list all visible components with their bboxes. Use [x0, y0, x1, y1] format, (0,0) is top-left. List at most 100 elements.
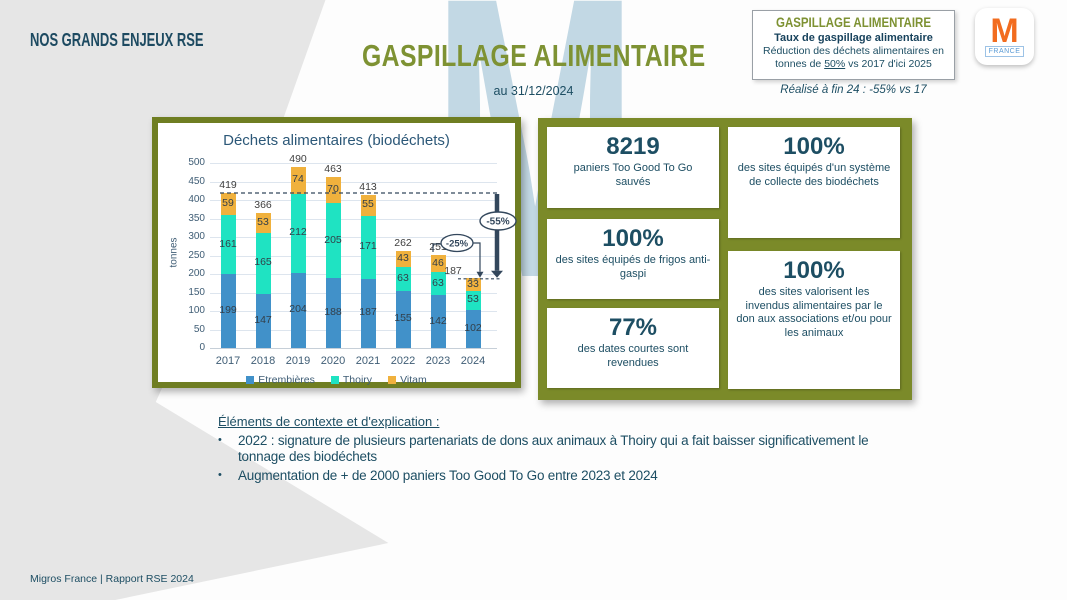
legend-item-Etrembières: Etrembières — [246, 374, 315, 386]
x-tick-2024: 2024 — [460, 355, 486, 367]
kpi-label: des dates courtes sont revendues — [577, 343, 689, 369]
target-box-title: GASPILLAGE ALIMENTAIRE — [776, 14, 931, 30]
bar-segment-Vitam-2024 — [465, 278, 481, 291]
bar-value: 171 — [359, 240, 377, 253]
bar-total: 490 — [289, 152, 307, 165]
legend-item-Thoiry: Thoiry — [330, 374, 373, 386]
target-box-description: Réduction des déchets alimentaires en to… — [753, 45, 954, 71]
kpi-too-good-to-go: 8219 paniers Too Good To Go sauvés — [547, 127, 719, 208]
bullet-dot: • — [218, 434, 222, 446]
y-tick-450: 450 — [188, 175, 205, 187]
bar-value: 205 — [324, 233, 342, 246]
kpi-label: des sites équipés d'un système de collec… — [737, 162, 891, 188]
kpi-value: 100% — [783, 257, 845, 284]
kpi-label: des sites équipés de frigos anti-gaspi — [555, 254, 711, 280]
gridline-400 — [210, 200, 497, 201]
bar-value: 43 — [397, 252, 409, 265]
bar-value: 199 — [219, 304, 237, 317]
kpi-value: 100% — [602, 225, 664, 252]
bar-segment-Vitam-2023 — [430, 255, 446, 273]
y-tick-300: 300 — [188, 231, 205, 242]
x-tick-2019: 2019 — [285, 355, 311, 367]
bar-value: 147 — [254, 313, 272, 326]
legend-item-Vitam: Vitam — [388, 374, 427, 386]
bar-segment-Thoiry-2024 — [465, 290, 481, 311]
bar-value: 142 — [429, 314, 447, 327]
gridline-200 — [210, 274, 497, 275]
context-bullet-text: 2022 : signature de plusieurs partenaria… — [238, 433, 869, 465]
bar-segment-Thoiry-2018 — [255, 232, 271, 294]
small-arrow-line — [472, 242, 481, 272]
bar-total: 187 — [444, 264, 462, 277]
chart-legend: Etrembières Thoiry Vitam — [158, 374, 515, 386]
bar-total: 262 — [394, 237, 412, 250]
context-bullet: • 2022 : signature de plusieurs partenari… — [218, 433, 893, 465]
x-tick-2021: 2021 — [355, 355, 381, 367]
kpi-frigos-anti-gaspi: 100% des sites équipés de frigos anti-ga… — [547, 219, 719, 299]
footer-text: Migros France | Rapport RSE 2024 — [30, 573, 194, 585]
bar-value: 155 — [394, 312, 412, 325]
target-box-subtitle: Taux de gaspillage alimentaire — [774, 32, 933, 44]
bar-segment-Etrembières-2021 — [360, 278, 376, 348]
bar-total: 463 — [324, 162, 342, 175]
kpi-valorisation-invendus: 100% des sites valorisent les invendus a… — [728, 251, 900, 389]
legend-label: Vitam — [400, 374, 427, 386]
bar-segment-Etrembières-2022 — [395, 290, 411, 348]
x-tick-2018: 2018 — [250, 355, 276, 367]
gridline-150 — [210, 292, 497, 294]
bar-segment-Thoiry-2017 — [220, 214, 236, 275]
target-objective-box: GASPILLAGE ALIMENTAIRE Taux de gaspillag… — [752, 10, 955, 80]
gridline-300 — [210, 237, 497, 238]
y-tick-250: 250 — [188, 249, 205, 261]
biowaste-bar-chart: Déchets alimentaires (biodéchets) tonnes… — [152, 117, 521, 388]
bar-value: 53 — [257, 215, 269, 228]
bar-total: 413 — [359, 181, 377, 194]
bar-segment-Vitam-2021 — [360, 195, 376, 216]
x-tick-2020: 2020 — [320, 355, 346, 367]
gridline-50 — [210, 329, 497, 331]
context-bullet-list: • 2022 : signature de plusieurs partenari… — [218, 433, 893, 485]
bar-segment-Etrembières-2017 — [220, 274, 236, 348]
y-tick-50: 50 — [193, 323, 205, 335]
legend-swatch-icon — [388, 376, 397, 384]
achieved-status-text: Réalisé à fin 24 : -55% vs 17 — [780, 84, 927, 96]
legend-swatch-icon — [246, 376, 255, 384]
bar-segment-Thoiry-2020 — [325, 202, 341, 279]
bar-value: 59 — [222, 196, 234, 209]
kpi-value: 100% — [783, 133, 845, 160]
logo-country-label: FRANCE — [984, 46, 1025, 57]
kpi-dates-courtes: 77% des dates courtes sont revendues — [547, 308, 719, 388]
bar-segment-Etrembières-2023 — [430, 295, 446, 348]
context-bullet: • Augmentation de + de 2000 paniers Too G… — [218, 468, 893, 484]
as-of-date: au 31/12/2024 — [493, 84, 574, 98]
big-drop-badge — [479, 211, 517, 231]
page-title: GASPILLAGE ALIMENTAIRE — [0, 38, 1067, 74]
bar-value: 204 — [289, 303, 307, 316]
gridline-100 — [210, 311, 497, 312]
bar-value: 46 — [432, 256, 444, 269]
y-tick-0: 0 — [199, 342, 205, 353]
y-tick-150: 150 — [188, 286, 205, 298]
bar-total: 366 — [254, 198, 272, 211]
bar-value: 187 — [359, 306, 377, 319]
bar-segment-Etrembières-2020 — [325, 278, 341, 348]
y-tick-200: 200 — [188, 268, 205, 279]
bar-value: 70 — [327, 182, 339, 195]
context-heading: Éléments de contexte et d'explication : — [218, 414, 440, 429]
bar-value: 74 — [292, 173, 304, 186]
target-desc-before: Réduction des déchets alimentaires en to… — [763, 45, 944, 71]
bar-segment-Etrembières-2024 — [465, 310, 481, 348]
bar-value: 212 — [289, 226, 307, 239]
bar-segment-Vitam-2022 — [395, 251, 411, 268]
bar-segment-Thoiry-2023 — [430, 272, 446, 296]
kpi-panel: 8219 paniers Too Good To Go sauvés 100% … — [538, 118, 912, 400]
bar-segment-Vitam-2017 — [220, 192, 236, 215]
kpi-value: 77% — [608, 314, 658, 341]
bar-segment-Vitam-2020 — [325, 176, 341, 203]
bar-segment-Vitam-2018 — [255, 212, 271, 233]
legend-label: Thoiry — [342, 374, 373, 386]
x-tick-2017: 2017 — [215, 355, 241, 367]
y-tick-400: 400 — [188, 194, 205, 205]
slide-eyebrow: NOS GRANDS ENJEUX RSE — [30, 30, 204, 50]
